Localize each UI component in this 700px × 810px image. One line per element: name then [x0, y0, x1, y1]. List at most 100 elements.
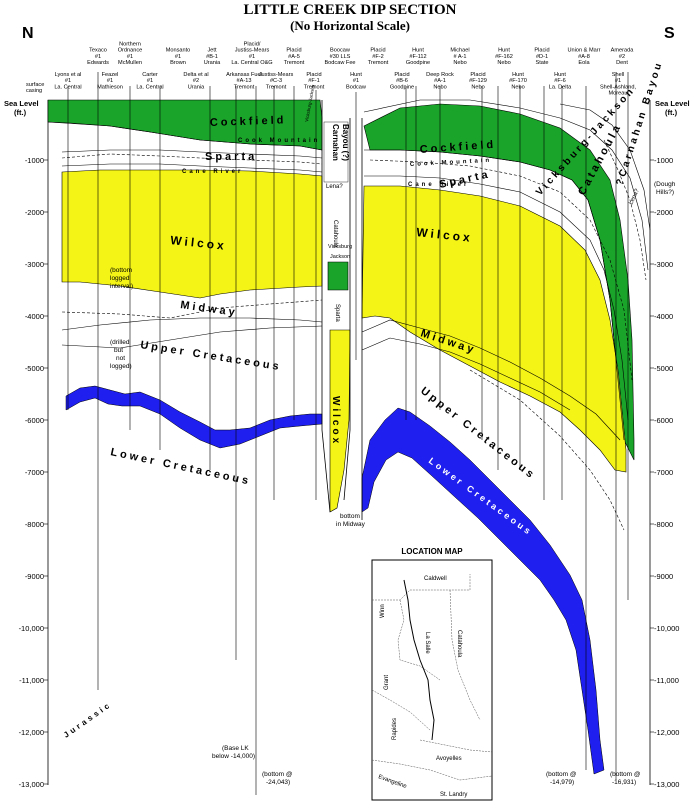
- note-bottom-logged-2: logged: [110, 275, 130, 282]
- parish-rapides: Rapides: [392, 718, 398, 740]
- well-label-top: Placid: [534, 48, 549, 54]
- cook-mountain-right: [364, 149, 625, 441]
- well-label-top: Placid: [370, 48, 385, 54]
- axis-label-right-1: Sea Level: [655, 99, 690, 108]
- well-label-top: Bodcaw Fee: [324, 60, 355, 66]
- label-wilcox-right: Wilcox: [416, 225, 474, 245]
- label-sparta-fault: Sparta: [334, 304, 340, 322]
- parish-border: [419, 739, 493, 753]
- well-label-top: Ordnance: [118, 48, 143, 54]
- well-label-bottom: Carter: [142, 72, 158, 78]
- dashed-horizon-3: [369, 159, 633, 381]
- label-sparta-left: Sparta: [205, 151, 257, 163]
- fault-line-1: [321, 100, 331, 513]
- well-label-bottom: #F-1: [308, 78, 320, 84]
- well-label-bottom: #F-170: [509, 78, 527, 84]
- depth-tick-label-right: -13,000: [654, 780, 679, 789]
- depth-tick-label-right: -10,000: [654, 624, 679, 633]
- parish-caldwell: Caldwell: [424, 576, 447, 582]
- dashed-horizon-5: [603, 139, 647, 281]
- well-label-top: Dent: [616, 60, 628, 66]
- catahoula-lines: [559, 103, 651, 231]
- depth-tick-label-right: -4000: [654, 312, 673, 321]
- parish-la-salle: La Salle: [424, 632, 430, 654]
- well-label-top: Amerada: [611, 48, 635, 54]
- parish-catahoula: Catahoula: [456, 630, 462, 658]
- vicksburg-jackson-lines: [363, 99, 649, 271]
- well-label-bottom: Placid: [306, 72, 321, 78]
- well-label-bottom: La. Delta: [549, 84, 572, 90]
- horizon-lines: [47, 99, 651, 441]
- well-label-bottom: #A-13: [237, 78, 252, 84]
- note-drilled-not-logged: (drilled but not logged): [110, 339, 132, 370]
- well-label-bottom: Goodpine: [390, 84, 414, 90]
- cretaceous-band-left: [65, 385, 323, 449]
- axis-label-left-1: Sea Level: [4, 99, 39, 108]
- cockfield-fault-segment: [327, 261, 349, 291]
- page-subtitle: (No Horizontal Scale): [290, 18, 410, 33]
- note-bottom-midway-1: bottom: [340, 513, 360, 520]
- label-cockfield-right: Cockfield: [419, 139, 496, 156]
- well-label-top: #D-1: [536, 54, 548, 60]
- parish-grant: Grant: [384, 675, 390, 690]
- well-label-top: #1: [249, 54, 255, 60]
- label-cook-mountain-left: Cook Mountain: [238, 138, 320, 144]
- axis-label-right-2: (ft.): [665, 108, 678, 117]
- note-bottom-24043-2: -24,043): [266, 779, 290, 786]
- well-label-bottom: Placid: [470, 72, 485, 78]
- well-label-bottom: #1: [107, 78, 113, 84]
- depth-tick-label-right: -12,000: [654, 728, 679, 737]
- well-label-bottom: Hunt: [350, 72, 362, 78]
- wilcox-band-right: [361, 185, 627, 473]
- location-map-title: LOCATION MAP: [401, 547, 463, 556]
- well-label-bottom: #1: [353, 78, 359, 84]
- parish-borders: [371, 574, 493, 781]
- well-label-top: Michael: [450, 48, 469, 54]
- well-label-top: #2: [619, 54, 625, 60]
- well-label-bottom: Tremont: [234, 84, 255, 90]
- depth-tick-label-left: -4000: [25, 312, 44, 321]
- well-label-top: La. Central O&G: [231, 60, 272, 66]
- well-label-top: Hunt: [412, 48, 424, 54]
- location-map: LOCATION MAP Caldwell Winn La Salle Cata…: [371, 547, 493, 801]
- location-map-frame: [371, 559, 493, 801]
- well-label-bottom: #B-6: [396, 78, 408, 84]
- well-label-bottom: #C-3: [270, 78, 282, 84]
- depth-tick-label-right: -2000: [654, 208, 673, 217]
- label-cook-mountain-right: Cook Mountain: [410, 158, 493, 168]
- well-label-top: Goodpine: [406, 60, 430, 66]
- note-bottom-14979-2: -14,979): [550, 779, 574, 786]
- depth-tick-label-right: -9000: [654, 572, 673, 581]
- label-carnahan-bayou: ?Carnahan Bayou: [614, 59, 665, 187]
- well-label-top: #B-1: [206, 54, 218, 60]
- well-label-bottom: Nebo: [511, 84, 524, 90]
- note-drilled-1: (drilled: [110, 339, 130, 346]
- depth-tick-label-right: -6000: [654, 416, 673, 425]
- well-label-top: #A-8: [578, 54, 590, 60]
- well-label-top: Urania: [204, 60, 221, 66]
- well-label-top: Tremont: [284, 60, 305, 66]
- well-label-bottom: Lyons et al: [55, 72, 82, 78]
- well-label-top: Jett: [207, 48, 216, 54]
- depth-tick-label-left: -10,000: [19, 624, 44, 633]
- note-bottom-16931: (bottom @ -16,931): [610, 771, 641, 786]
- well-label-top: Boocaw: [330, 48, 351, 54]
- well-label-bottom: Justiss-Mears: [259, 72, 294, 78]
- well-label-bottom: #F-129: [469, 78, 487, 84]
- well-label-top: #F-162: [495, 54, 513, 60]
- note-drilled-4: logged): [110, 363, 132, 370]
- depth-tick-label-right: -8000: [654, 520, 673, 529]
- label-jackson-fault: Jackson: [330, 254, 350, 260]
- note-bottom-14979: (bottom @ -14,979): [546, 771, 577, 786]
- depth-tick-label-left: -12,000: [19, 728, 44, 737]
- section-line: [403, 579, 435, 741]
- well-label-top: #F-2: [372, 54, 384, 60]
- surface-casing-label-1: surface: [26, 82, 44, 88]
- midway-base-right: [361, 337, 571, 411]
- depth-tick-label-left: -1000: [25, 156, 44, 165]
- note-bottom-14979-1: (bottom @: [546, 771, 577, 778]
- carnahan-fault-box: [323, 121, 349, 183]
- well-label-top: Brown: [170, 60, 186, 66]
